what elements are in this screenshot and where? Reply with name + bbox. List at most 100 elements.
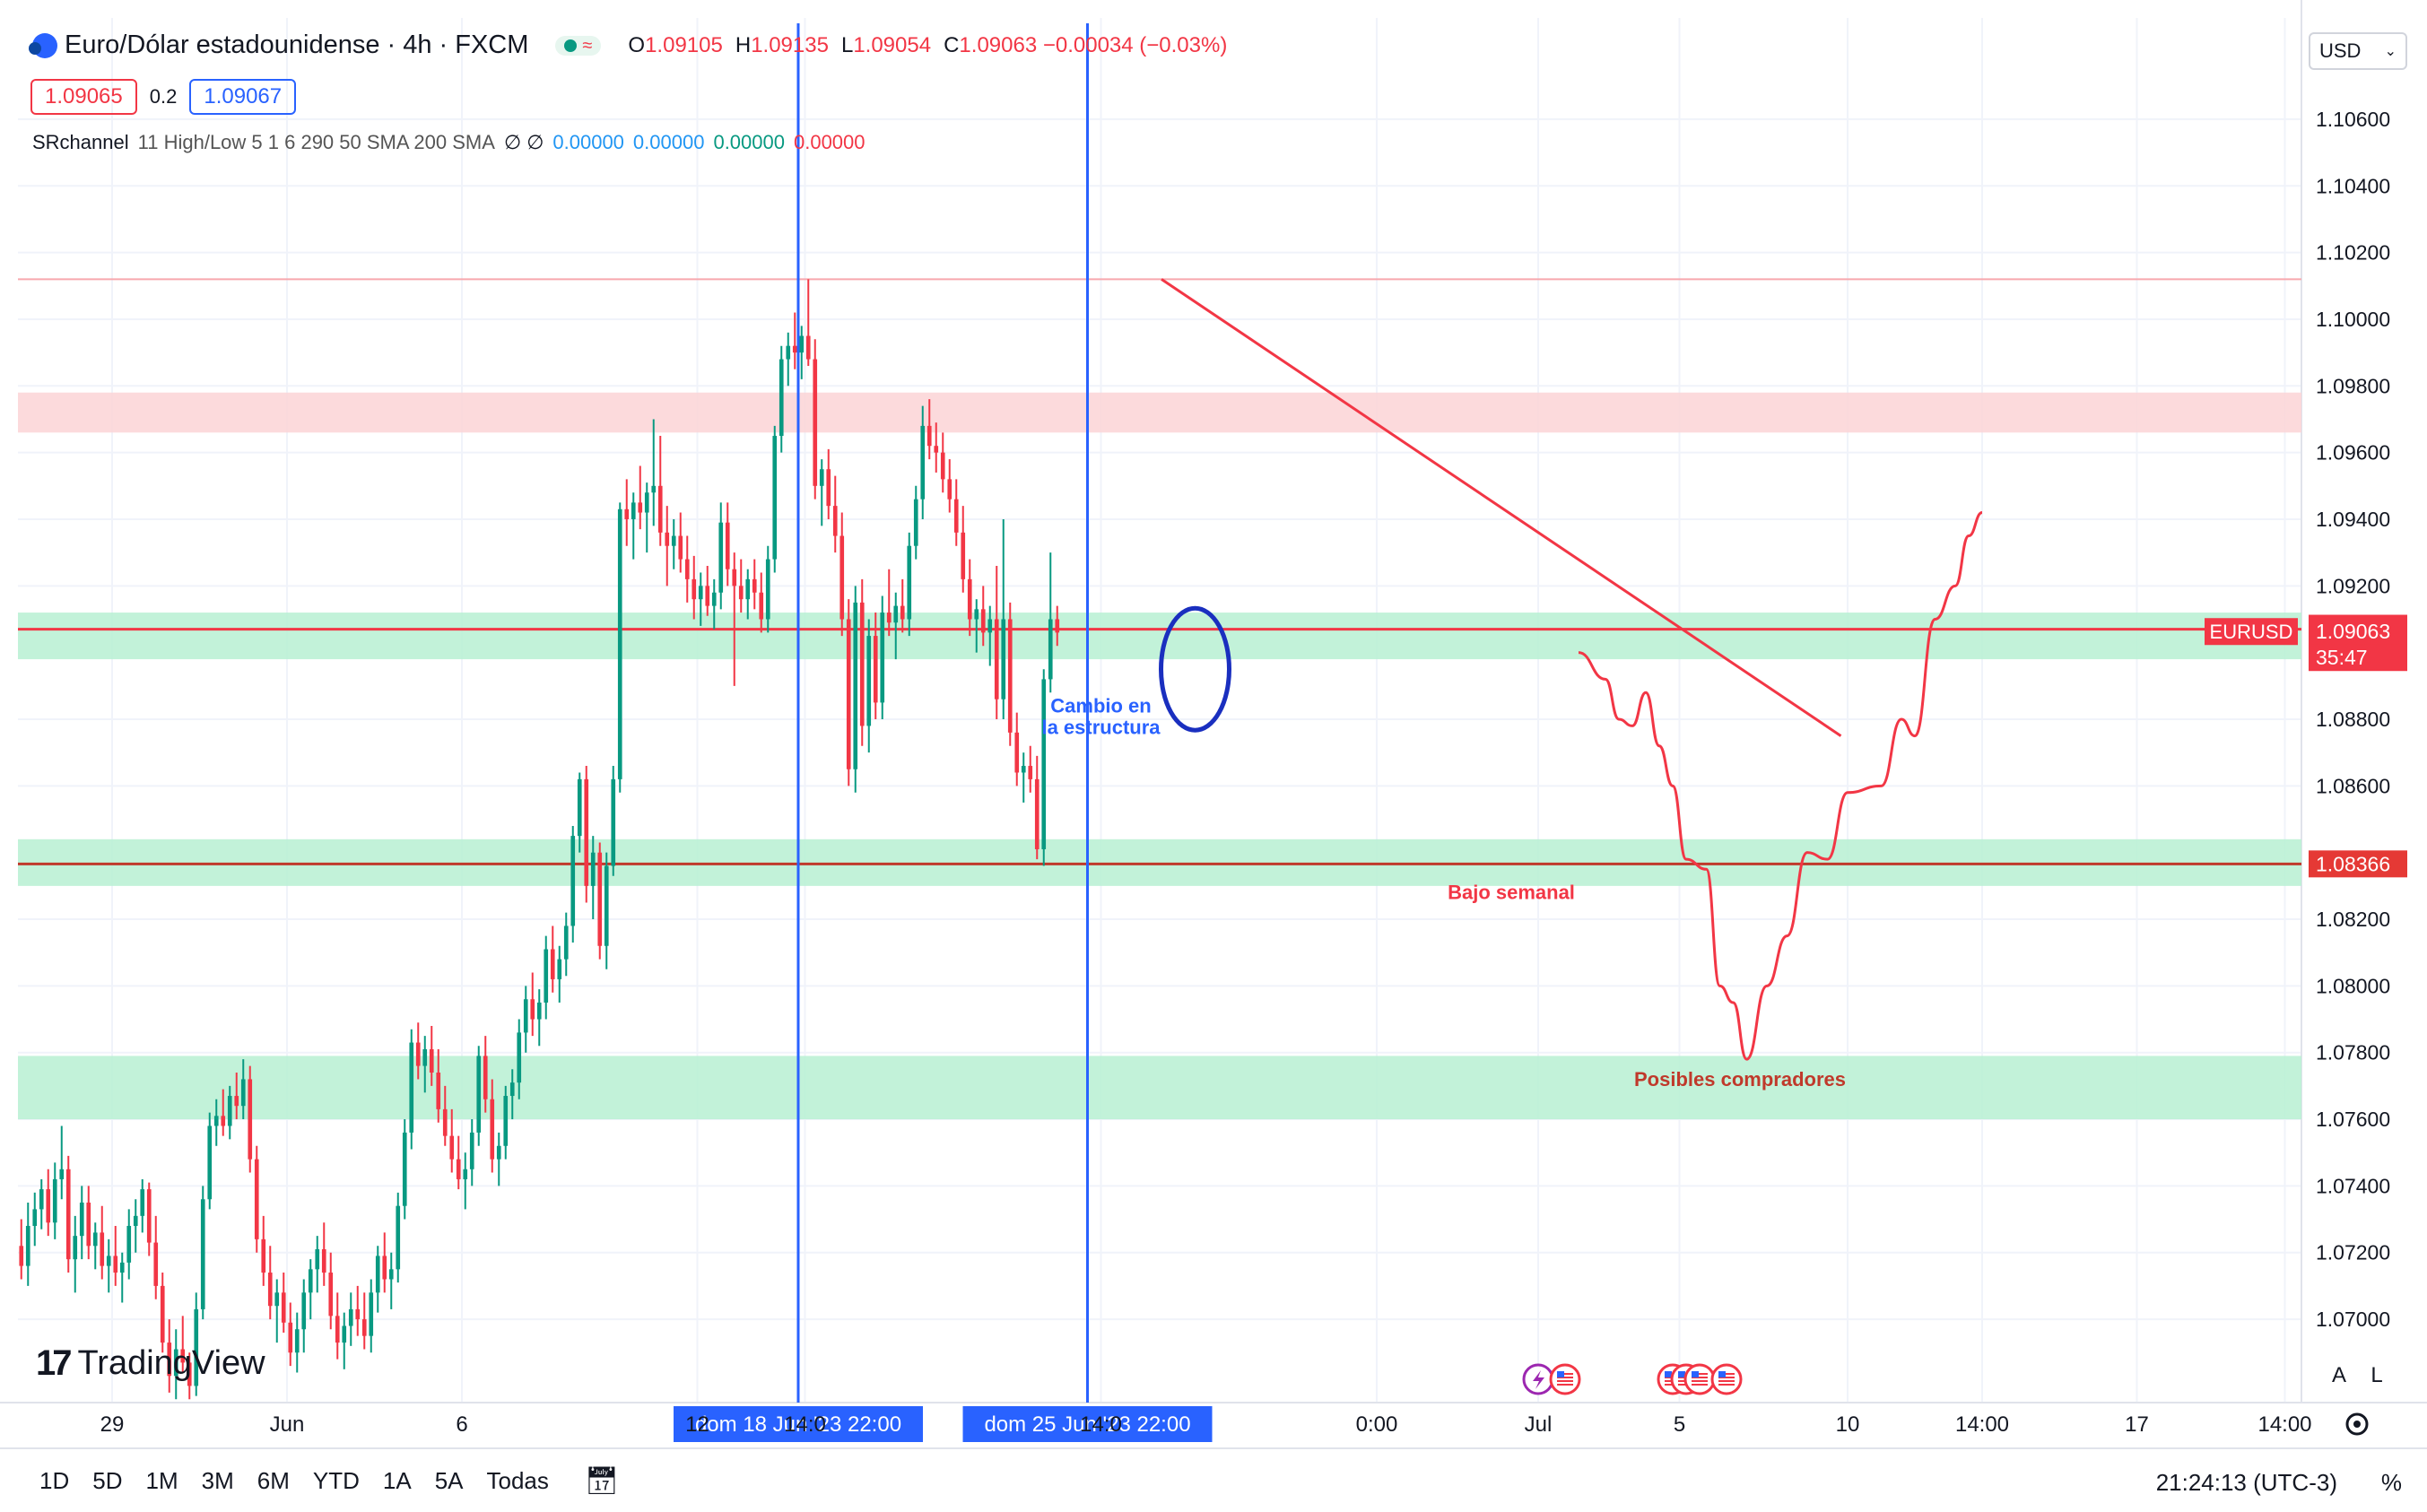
candle xyxy=(32,1192,38,1247)
candle xyxy=(288,1302,293,1367)
candle xyxy=(234,1073,239,1120)
timeframe-button[interactable]: 5A xyxy=(434,1466,464,1494)
timeframe-button[interactable]: 1M xyxy=(145,1466,178,1494)
annotation-text[interactable]: Posibles compradores xyxy=(1634,1068,1846,1091)
gear-icon[interactable] xyxy=(2345,1412,2369,1436)
symbol-title[interactable]: Euro/Dólar estadounidense · 4h · FXCM xyxy=(65,30,529,59)
candle-body xyxy=(866,636,872,726)
candle-body xyxy=(638,502,643,513)
date-line-label: dom 18 Jun '23 22:00 xyxy=(695,1412,901,1437)
us-economic-event-icon[interactable] xyxy=(1549,1363,1581,1395)
indicator-legend[interactable]: SRchannel 11 High/Low 5 1 6 290 50 SMA 2… xyxy=(32,131,883,154)
flag-canton xyxy=(1557,1371,1564,1377)
currency-button[interactable]: USD ⌄ xyxy=(2309,32,2407,70)
time-tick-label: 14:0 xyxy=(1080,1412,1122,1437)
candle xyxy=(1001,518,1006,719)
trendline[interactable] xyxy=(1161,278,1842,737)
candle xyxy=(1041,669,1047,866)
candle-body xyxy=(106,1256,111,1266)
candle-body xyxy=(254,1159,259,1239)
annotation-line: la estructura xyxy=(1041,717,1161,739)
candle-body xyxy=(315,1249,320,1270)
buy-price-button[interactable]: 1.09067 xyxy=(189,79,297,115)
candle-body xyxy=(819,469,824,486)
candle-body xyxy=(832,506,838,536)
candle xyxy=(396,1192,401,1283)
candle xyxy=(759,572,764,633)
candle xyxy=(240,1059,246,1120)
auto-scale-button[interactable]: A xyxy=(2331,1363,2346,1387)
tradingview-logo[interactable]: 17 TradingView xyxy=(36,1343,265,1384)
vertical-date-lines[interactable]: dom 18 Jun '23 22:00 dom 25 Jun '23 22:00 xyxy=(674,23,1213,1442)
time-axis[interactable]: 29 Jun 6 12 14:0 14:0 0:00 Jul 5 10 14:00 17 14:00 xyxy=(100,1412,2369,1437)
timeframe-button[interactable]: 6M xyxy=(257,1466,290,1494)
candle xyxy=(570,825,576,943)
annotation-text[interactable]: Cambio en la estructura xyxy=(1041,695,1161,739)
candle xyxy=(631,492,636,560)
candle-body xyxy=(194,1308,199,1386)
candle-body xyxy=(490,1099,495,1160)
tv-mark-icon: 17 xyxy=(36,1343,72,1383)
candle xyxy=(281,1273,286,1333)
economic-events[interactable] xyxy=(1522,1363,1743,1395)
candle-body xyxy=(160,1285,165,1343)
candle-body xyxy=(469,1132,474,1169)
price-chart[interactable]: dom 18 Jun '23 22:00 dom 25 Jun '23 22:00… xyxy=(0,0,2427,1447)
candle xyxy=(832,475,838,553)
candle-body xyxy=(786,345,791,360)
us-economic-event-icon[interactable] xyxy=(1683,1363,1716,1395)
sell-price-button[interactable]: 1.09065 xyxy=(30,79,137,115)
candle xyxy=(953,479,959,546)
price-tick-label: 1.07600 xyxy=(2316,1108,2390,1131)
projected-path[interactable] xyxy=(1578,511,1983,1061)
candle xyxy=(826,448,831,519)
candle-body xyxy=(274,1292,280,1307)
calendar-range-icon[interactable]: 📅︎ xyxy=(584,1465,619,1496)
candle-body xyxy=(1021,766,1026,773)
us-economic-event-icon[interactable] xyxy=(1710,1363,1743,1395)
timeframe-button[interactable]: 3M xyxy=(201,1466,234,1494)
timeframe-button[interactable]: 1A xyxy=(382,1466,412,1494)
annotation-text[interactable]: Bajo semanal xyxy=(1448,882,1575,904)
candle-body xyxy=(792,345,797,353)
price-axis[interactable]: 1.10600 1.10400 1.10200 1.10000 1.09800 1.096… xyxy=(2205,108,2407,1331)
candle xyxy=(926,399,932,460)
candle xyxy=(698,572,703,626)
drawings[interactable]: Cambio en la estructura Bajo semanal Posibl… xyxy=(1041,278,1983,1091)
indicator-name[interactable]: SRchannel xyxy=(32,131,129,153)
lightning-icon xyxy=(1533,1370,1544,1389)
timeframe-button[interactable]: 5D xyxy=(92,1466,123,1494)
candle-body xyxy=(180,1349,186,1363)
structure-change-circle[interactable] xyxy=(1159,605,1231,733)
clock[interactable]: 21:24:13 (UTC-3) xyxy=(2155,1469,2337,1496)
candle-body xyxy=(409,1042,414,1133)
candle xyxy=(153,1215,159,1299)
candle-body xyxy=(698,586,703,600)
candle xyxy=(348,1292,353,1346)
candle-body xyxy=(173,1349,178,1377)
candle xyxy=(590,836,596,920)
candle xyxy=(46,1169,51,1237)
market-open-dot-icon xyxy=(564,39,578,52)
candle-body xyxy=(893,605,899,623)
price-tick-label: 1.08800 xyxy=(2316,708,2390,731)
candle xyxy=(792,312,797,369)
candle-body xyxy=(375,1256,380,1293)
candle xyxy=(692,555,697,620)
timeframe-button[interactable]: 1D xyxy=(39,1466,70,1494)
candle-body xyxy=(711,592,717,606)
log-scale-button[interactable]: L xyxy=(2370,1363,2383,1387)
timeframe-button[interactable]: Todas xyxy=(486,1466,549,1494)
candle-body xyxy=(19,1246,24,1266)
candle-body xyxy=(772,436,778,560)
candle-body xyxy=(779,359,784,437)
support-zone xyxy=(18,1056,2301,1120)
candle xyxy=(880,595,885,719)
candle-body xyxy=(584,778,589,886)
market-status[interactable]: ≈ xyxy=(555,35,602,56)
candle-body xyxy=(826,469,831,507)
candle-body xyxy=(953,499,959,533)
timeframe-button[interactable]: YTD xyxy=(312,1466,360,1494)
time-tick-label: 0:00 xyxy=(1356,1412,1398,1437)
percent-toggle[interactable]: % xyxy=(2380,1469,2402,1496)
